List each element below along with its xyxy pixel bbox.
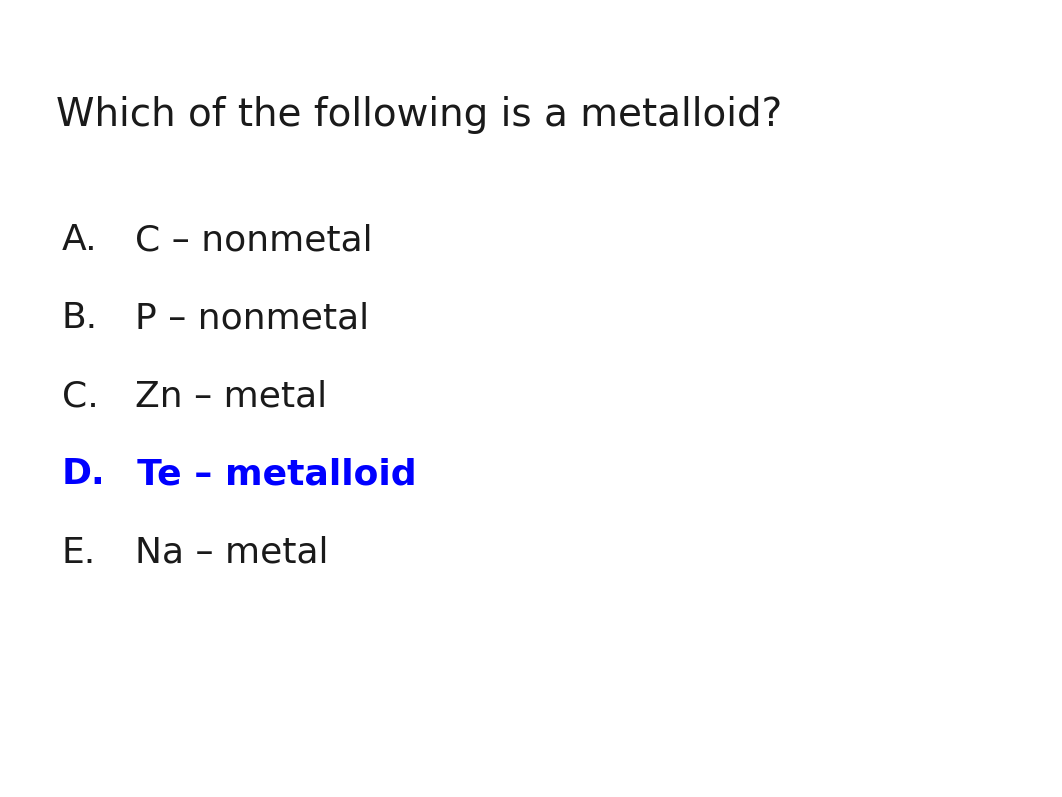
Text: C.: C. [62,379,99,414]
Text: A.: A. [62,223,98,257]
Text: Zn – metal: Zn – metal [112,379,327,414]
Text: D.: D. [62,457,105,492]
Text: E.: E. [62,536,96,570]
Text: P – nonmetal: P – nonmetal [112,301,369,336]
Text: C – nonmetal: C – nonmetal [112,223,372,257]
Text: Te – metalloid: Te – metalloid [112,457,416,492]
Text: Which of the following is a metalloid?: Which of the following is a metalloid? [56,96,783,134]
Text: B.: B. [62,301,98,336]
Text: Na – metal: Na – metal [112,536,328,570]
